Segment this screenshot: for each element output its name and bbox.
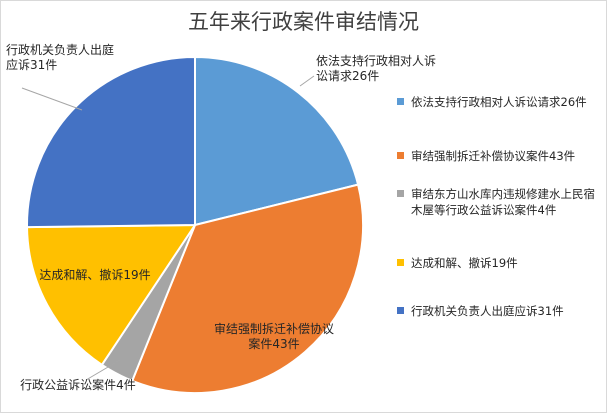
legend-item-1: 审结强制拆迁补偿协议案件43件 [397, 148, 602, 164]
legend-label-3: 达成和解、撤诉19件 [411, 256, 518, 270]
legend-item-3: 达成和解、撤诉19件 [397, 255, 602, 271]
data-label-4: 行政机关负责人出庭应诉31件 [6, 43, 115, 72]
legend-item-4: 行政机关负责人出庭应诉31件 [397, 303, 602, 319]
legend-label-2: 审结东方山水库内违规修建水上民宿木屋等行政公益诉讼案件4件 [411, 187, 595, 217]
chart-title: 五年来行政案件审结情况 [188, 10, 419, 34]
pie-slice-1 [130, 183, 364, 394]
pie-slice-3 [26, 223, 197, 367]
data-label-1: 审结强制拆迁补偿协议案件43件 [214, 322, 335, 351]
legend-swatch-4 [397, 307, 404, 314]
leader-line-0 [299, 75, 315, 87]
pie-slice-4 [26, 55, 196, 229]
legend-item-0: 依法支持行政相对人诉讼请求26件 [397, 94, 602, 110]
leader-line-2 [85, 359, 121, 381]
legend-swatch-2 [397, 190, 404, 197]
legend-label-1: 审结强制拆迁补偿协议案件43件 [411, 149, 576, 163]
data-label-3: 达成和解、撤诉19件 [39, 268, 151, 282]
legend-swatch-3 [397, 259, 404, 266]
legend-item-2: 审结东方山水库内违规修建水上民宿木屋等行政公益诉讼案件4件 [397, 186, 602, 218]
data-label-2: 行政公益诉讼案件4件 [20, 378, 136, 392]
legend-label-0: 依法支持行政相对人诉讼请求26件 [411, 95, 587, 109]
leader-line-1 [21, 87, 83, 111]
legend-swatch-0 [397, 98, 404, 105]
legend-swatch-1 [397, 152, 404, 159]
pie-slice-0 [194, 55, 360, 227]
data-label-0: 依法支持行政相对人诉讼请求26件 [316, 54, 437, 83]
legend-label-4: 行政机关负责人出庭应诉31件 [411, 304, 564, 318]
